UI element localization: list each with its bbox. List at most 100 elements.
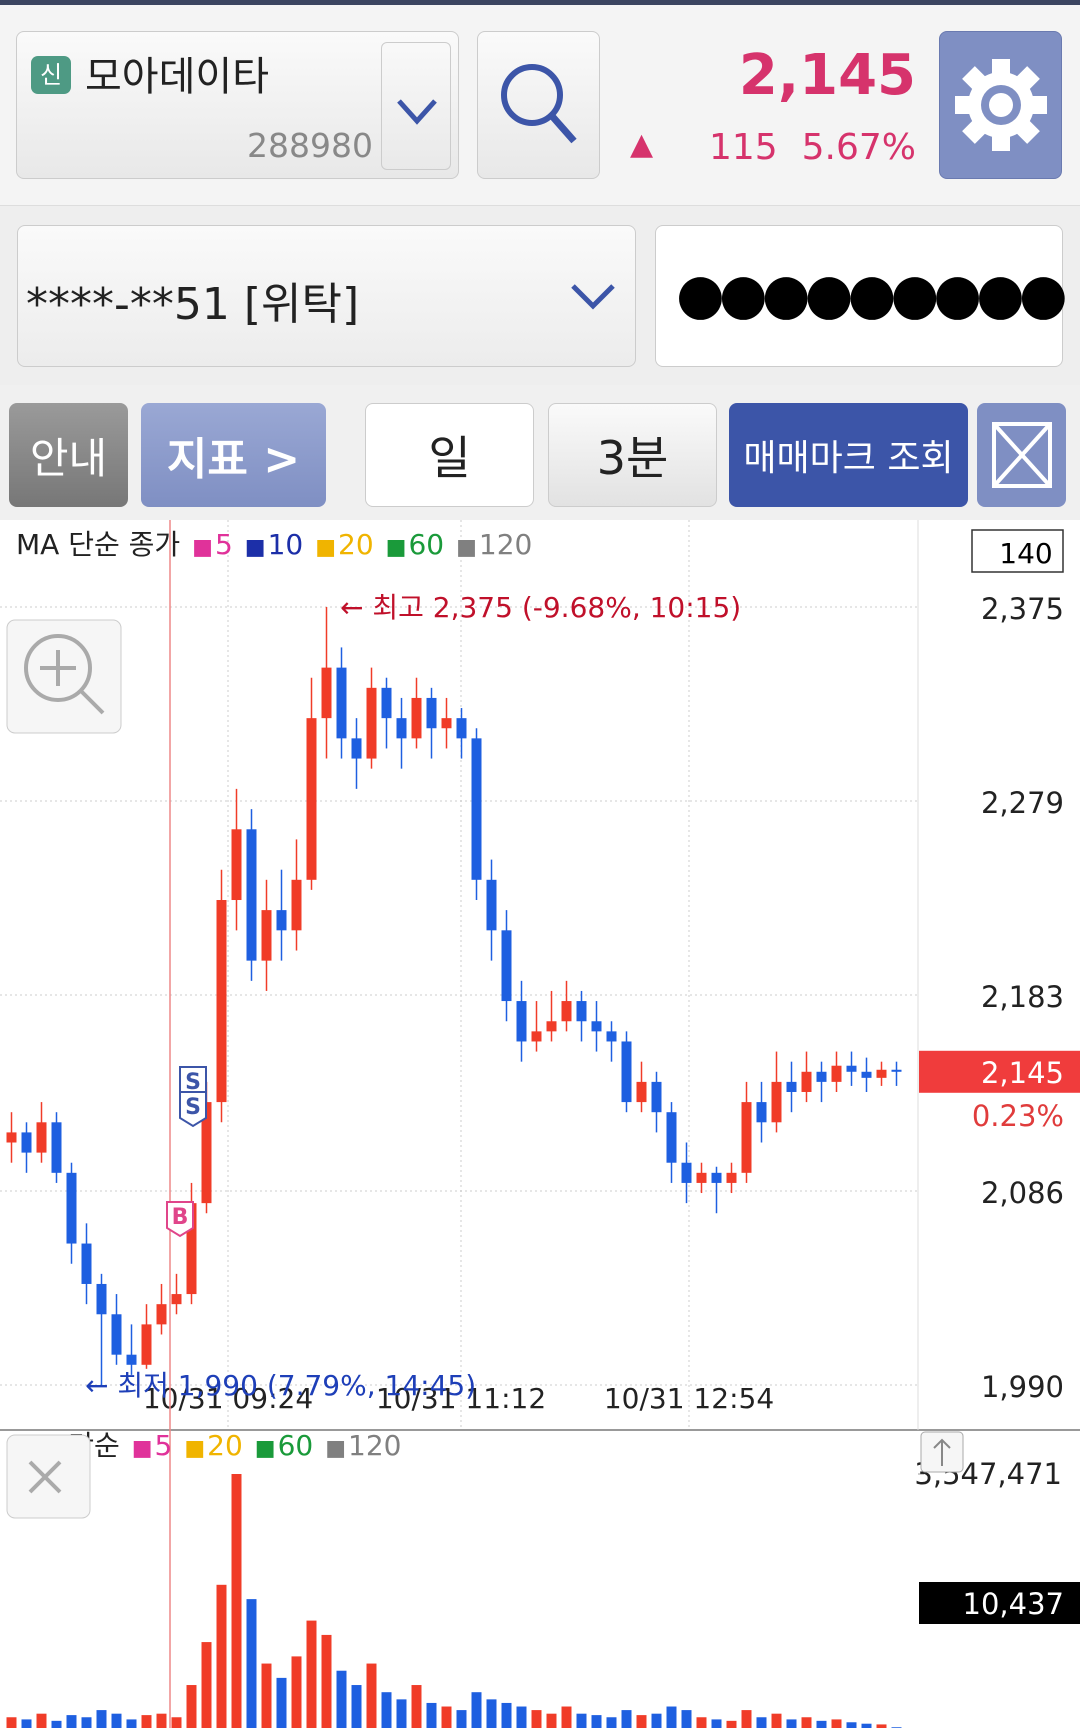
toolbar: 안내 지표 > 일 3분 매매마크 조회 <box>0 385 1080 520</box>
legend-entry: 5 <box>215 528 233 561</box>
low-note: ← 최저 1,990 (7.79%, 14:45) <box>85 1369 476 1402</box>
volume-bar <box>741 1710 752 1728</box>
y-tick-label: 2,375 <box>981 592 1064 626</box>
candle-body <box>201 1102 212 1204</box>
candle-body <box>876 1069 887 1078</box>
expand-button[interactable] <box>977 403 1066 507</box>
volume-label: 10,437 <box>963 1587 1064 1621</box>
candle-body <box>366 687 377 759</box>
volume-bar <box>816 1720 827 1728</box>
volume-bar <box>81 1717 92 1728</box>
zoom-icon <box>24 634 92 702</box>
box <box>971 529 1064 573</box>
volume-bar <box>381 1692 392 1728</box>
legend-title: MA 단순 종가 <box>16 528 180 561</box>
y-tick-label: 2,279 <box>981 786 1064 820</box>
search-button[interactable] <box>477 31 600 179</box>
gear-icon <box>954 59 1047 151</box>
candle-body <box>156 1304 167 1325</box>
candle-body <box>21 1132 32 1153</box>
volume-bar <box>411 1685 422 1728</box>
legend-entry: 60 <box>408 528 444 561</box>
stock-selector[interactable]: 신 모아데이타 288980 <box>16 31 459 179</box>
scroll-up-icon <box>933 1438 951 1466</box>
indicator-button[interactable]: 지표 > <box>141 403 326 507</box>
volume-bar <box>786 1719 797 1728</box>
volume-bar <box>36 1713 47 1728</box>
x-tick-label: 10/31 09:24 <box>143 1382 313 1415</box>
volume-bar <box>171 1717 182 1728</box>
volume-bar <box>501 1702 512 1728</box>
volume-bar <box>666 1706 677 1728</box>
candle-body <box>726 1172 737 1183</box>
candle-body <box>291 879 302 931</box>
volume-bar <box>486 1699 497 1728</box>
zoom-icon <box>40 650 105 715</box>
stock-name: 모아데이타 <box>85 54 269 100</box>
candle-body <box>126 1354 137 1365</box>
volume-bar <box>756 1717 767 1728</box>
chevron <box>397 99 437 125</box>
volume-bar <box>231 1474 242 1728</box>
volume-bar <box>21 1719 32 1728</box>
account-selector[interactable]: ****-**51 [위탁] <box>17 225 636 367</box>
candle-body <box>276 910 287 931</box>
candle-body <box>426 697 437 729</box>
candle-body <box>681 1162 692 1183</box>
volume-tag <box>919 1582 1080 1624</box>
candle-body <box>216 900 227 1103</box>
legend-swatch: ■ <box>456 535 477 560</box>
legend-swatch: ■ <box>132 1436 153 1461</box>
volume-bar <box>276 1677 287 1728</box>
close-button[interactable] <box>6 1434 91 1519</box>
password-field[interactable]: ●●●●●●●●● <box>655 225 1068 367</box>
candle-body <box>246 829 257 961</box>
volume-bar <box>456 1710 467 1728</box>
candle-body <box>831 1065 842 1082</box>
candle-body <box>651 1081 662 1113</box>
volume-bar <box>621 1710 632 1728</box>
candle-body <box>471 738 482 880</box>
volume-bar <box>636 1715 647 1728</box>
candle-body <box>756 1102 767 1123</box>
expand-icon <box>991 422 1052 488</box>
volume-bar <box>876 1724 887 1728</box>
candle-body <box>561 1001 572 1022</box>
settings-button[interactable] <box>939 31 1062 179</box>
trade-mark-label: B <box>172 1205 189 1230</box>
candle-body <box>591 1021 602 1032</box>
volume-bar <box>201 1642 212 1728</box>
volume-bar <box>471 1692 482 1728</box>
candle-body <box>861 1071 872 1078</box>
volume-bar <box>366 1663 377 1728</box>
trade-mark-label: S <box>185 1070 201 1095</box>
legend-swatch: ■ <box>325 1436 346 1461</box>
legend: MA 단순 종가 ■5 ■10 ■20 ■60 ■120 <box>16 528 532 561</box>
password-dots: ●●●●●●●●● <box>676 262 1068 327</box>
candle-body <box>321 667 332 719</box>
candle-body <box>96 1283 107 1315</box>
candle-body <box>306 718 317 880</box>
trade-marks-button[interactable]: 매매마크 조회 <box>729 403 968 507</box>
legend-swatch: ■ <box>192 535 213 560</box>
price: 2,145 <box>738 43 916 108</box>
dropdown[interactable] <box>381 42 451 170</box>
volume-bar <box>396 1699 407 1728</box>
candle-body <box>411 697 422 739</box>
volume-bar <box>531 1710 542 1728</box>
candle-body <box>336 667 347 739</box>
candle-body <box>141 1324 152 1365</box>
candle-body <box>171 1294 182 1305</box>
volume-bar <box>846 1722 857 1728</box>
interval-button[interactable]: 3분 <box>548 403 717 507</box>
trade-mark <box>179 1091 207 1128</box>
current-tag <box>919 1050 1080 1093</box>
volume-bar <box>606 1717 617 1728</box>
period-button[interactable]: 일 <box>365 403 534 507</box>
candle-body <box>36 1122 47 1153</box>
candle-body <box>891 1069 902 1072</box>
candle-body <box>381 687 392 719</box>
info-button[interactable]: 안내 <box>9 403 128 507</box>
status-bar <box>0 0 1080 5</box>
volume-bar <box>186 1685 197 1728</box>
